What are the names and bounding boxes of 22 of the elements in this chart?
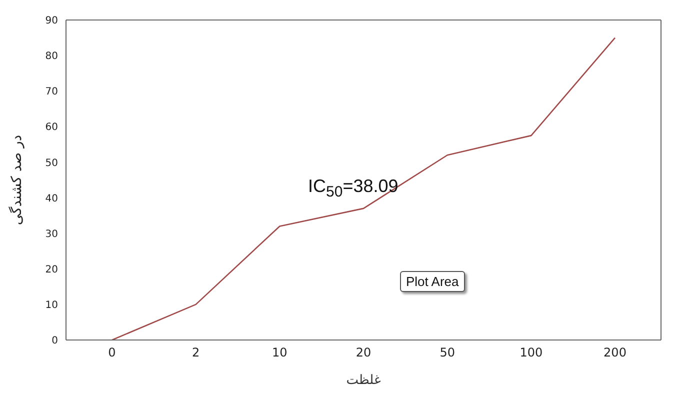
x-tick-label: 50	[440, 346, 455, 360]
y-tick-label: 20	[45, 264, 58, 276]
y-tick-label: 60	[45, 122, 58, 134]
y-tick-label: 50	[45, 158, 58, 169]
x-tick-label: 10	[272, 346, 288, 360]
y-tick-label: 40	[45, 193, 58, 204]
line-series	[111, 37, 616, 340]
x-tick-label: 2	[192, 346, 200, 360]
x-axis-title: غلظت	[346, 373, 381, 388]
y-tick-label: 80	[45, 51, 58, 62]
y-tick-label: 30	[45, 228, 58, 240]
y-tick-label: 70	[45, 86, 58, 98]
y-tick-label: 90	[45, 16, 58, 27]
x-tick-label: 100	[520, 346, 543, 360]
y-tick-label: 0	[52, 336, 58, 347]
annotation: Plot Area	[400, 271, 465, 292]
y-tick-label: 10	[45, 300, 58, 311]
x-tick-label: 0	[108, 346, 116, 360]
x-tick-label: 200	[604, 346, 626, 360]
annotation: IC$_{50}$=38.09	[308, 176, 398, 201]
y-axis-title: در صد کشندگی	[8, 134, 25, 226]
x-tick-label: 20	[356, 346, 372, 360]
